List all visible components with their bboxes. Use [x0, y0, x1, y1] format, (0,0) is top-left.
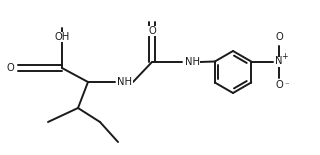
- Text: O: O: [275, 33, 283, 42]
- Text: O: O: [148, 26, 156, 36]
- Text: O: O: [275, 80, 283, 91]
- Text: O: O: [6, 63, 14, 73]
- Text: NH: NH: [185, 57, 199, 67]
- Text: OH: OH: [54, 32, 70, 42]
- Text: N: N: [276, 57, 283, 66]
- Text: NH: NH: [117, 77, 132, 87]
- Text: ⁻: ⁻: [284, 81, 288, 90]
- Text: +: +: [281, 52, 287, 61]
